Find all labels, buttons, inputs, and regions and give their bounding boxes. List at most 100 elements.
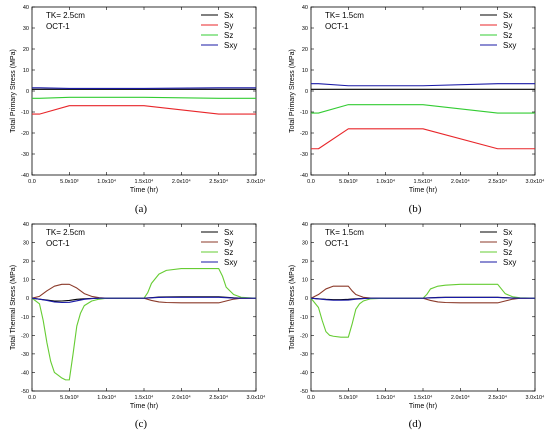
y-axis-label: Total Thermal Stress (MPa) — [10, 265, 17, 350]
legend-label-sxy: Sxy — [503, 41, 516, 50]
x-tick-label: 2.0x10⁴ — [451, 178, 471, 185]
x-tick-label: 0.0 — [28, 179, 36, 185]
legend-label-sx: Sx — [503, 11, 512, 20]
x-tick-label: 2.5x10⁴ — [209, 394, 229, 401]
series-line-sz — [311, 104, 535, 114]
x-tick-label: 2.0x10⁴ — [451, 394, 471, 401]
series-line-sz — [310, 283, 536, 338]
legend-label-sxy: Sxy — [503, 258, 516, 267]
y-axis-label: Total Primary Stress (MPa) — [10, 49, 17, 133]
x-tick-label: 3.0x10⁴ — [247, 394, 267, 401]
y-tick-label: -10 — [300, 110, 308, 116]
y-tick-label: -20 — [21, 131, 29, 137]
y-tick-label: 40 — [23, 222, 29, 228]
chart-c: -50 -40 -30 -20 -10 0 10 20 30 40 0.0 5.0x10³ 1.0x10… — [10, 222, 266, 430]
y-tick-label: 10 — [23, 278, 29, 284]
y-tick-label: -10 — [21, 110, 29, 116]
x-tick-label: 3.0x10⁴ — [526, 394, 546, 401]
y-tick-label: -40 — [21, 173, 29, 179]
series-line-sxy — [31, 296, 256, 304]
series-line-sy — [311, 128, 535, 150]
y-tick-label: 20 — [23, 259, 29, 265]
x-tick-label: 3.0x10⁴ — [247, 178, 267, 185]
legend-label-sy: Sy — [503, 238, 512, 247]
legend-label-sy: Sy — [224, 21, 233, 30]
annotation-0: TK= 2.5cm — [46, 228, 85, 237]
legend-label-sxy: Sxy — [224, 41, 237, 50]
y-tick-label: 10 — [302, 278, 308, 284]
plot-frame — [31, 6, 257, 176]
y-tick-label: -40 — [300, 370, 308, 376]
series-line-sxy — [32, 87, 256, 90]
annotation-0: TK= 1.5cm — [325, 11, 364, 20]
x-tick-label: 1.5x10⁴ — [414, 178, 434, 185]
y-tick-label: 20 — [302, 259, 308, 265]
figure-caption: (a) — [135, 203, 148, 215]
x-tick-label: 1.0x10⁴ — [97, 178, 117, 185]
y-tick-label: -30 — [300, 352, 308, 358]
y-tick-label: 10 — [302, 68, 308, 74]
y-tick-label: -40 — [300, 173, 308, 179]
y-tick-label: -20 — [300, 333, 308, 339]
x-axis-label: Time (hr) — [409, 403, 437, 410]
y-tick-label: 30 — [302, 26, 308, 32]
y-tick-label: 30 — [23, 241, 29, 247]
series-line-sz — [31, 267, 257, 381]
x-tick-label: 1.0x10⁴ — [97, 394, 117, 401]
y-tick-label: 40 — [23, 5, 29, 11]
series-line-sxy — [311, 83, 535, 87]
x-tick-label: 5.0x10³ — [60, 179, 79, 185]
legend-label-sx: Sx — [503, 228, 512, 237]
x-tick-label: 1.5x10⁴ — [135, 178, 155, 185]
x-axis-label: Time (hr) — [130, 187, 158, 194]
x-tick-label: 0.0 — [307, 395, 315, 401]
y-tick-label: 40 — [302, 5, 308, 11]
legend-label-sz: Sz — [503, 31, 512, 40]
x-tick-label: 5.0x10³ — [339, 395, 358, 401]
x-tick-label: 5.0x10³ — [60, 395, 79, 401]
y-tick-label: 0 — [305, 89, 308, 95]
x-tick-label: 1.0x10⁴ — [376, 394, 396, 401]
series-line-sxy — [310, 296, 535, 301]
annotation-1: OCT-1 — [46, 239, 70, 248]
y-tick-label: -20 — [300, 131, 308, 137]
x-tick-label: 0.0 — [28, 395, 36, 401]
x-tick-label: 2.5x10⁴ — [488, 178, 508, 185]
y-tick-label: 10 — [23, 68, 29, 74]
legend-label-sz: Sz — [224, 248, 233, 257]
figure-caption: (b) — [409, 203, 422, 215]
y-tick-label: -10 — [300, 315, 308, 321]
y-tick-label: -50 — [300, 389, 308, 395]
legend-label-sy: Sy — [224, 238, 233, 247]
y-tick-label: 30 — [302, 241, 308, 247]
y-tick-label: -10 — [21, 315, 29, 321]
x-tick-label: 1.5x10⁴ — [414, 394, 434, 401]
chart-a: -40 -30 -20 -10 0 10 20 30 40 0.0 5.0x10³ 1.0x10⁴ 1.… — [10, 5, 266, 215]
chart-b: -40 -30 -20 -10 0 10 20 30 40 0.0 5.0x10³ 1.0x10⁴ 1.… — [289, 5, 545, 215]
figure-caption: (c) — [135, 418, 148, 430]
y-tick-label: -30 — [21, 352, 29, 358]
y-tick-label: -20 — [21, 333, 29, 339]
annotation-1: OCT-1 — [325, 239, 349, 248]
x-tick-label: 0.0 — [307, 179, 315, 185]
y-tick-label: 0 — [26, 89, 29, 95]
legend-label-sz: Sz — [503, 248, 512, 257]
annotation-0: TK= 1.5cm — [325, 228, 364, 237]
plot-frame — [310, 6, 536, 176]
annotation-0: TK= 2.5cm — [46, 11, 85, 20]
figure-caption: (d) — [409, 418, 422, 430]
legend-label-sx: Sx — [224, 228, 233, 237]
legend-label-sxy: Sxy — [224, 258, 237, 267]
x-tick-label: 5.0x10³ — [339, 179, 358, 185]
x-tick-label: 3.0x10⁴ — [526, 178, 546, 185]
y-tick-label: 30 — [23, 26, 29, 32]
chart-d: -50 -40 -30 -20 -10 0 10 20 30 40 0.0 5.0x10³ 1.0x10… — [289, 222, 545, 430]
y-tick-label: 0 — [305, 296, 308, 302]
y-tick-label: -40 — [21, 370, 29, 376]
series-line-sy — [31, 283, 256, 304]
annotation-1: OCT-1 — [325, 22, 349, 31]
